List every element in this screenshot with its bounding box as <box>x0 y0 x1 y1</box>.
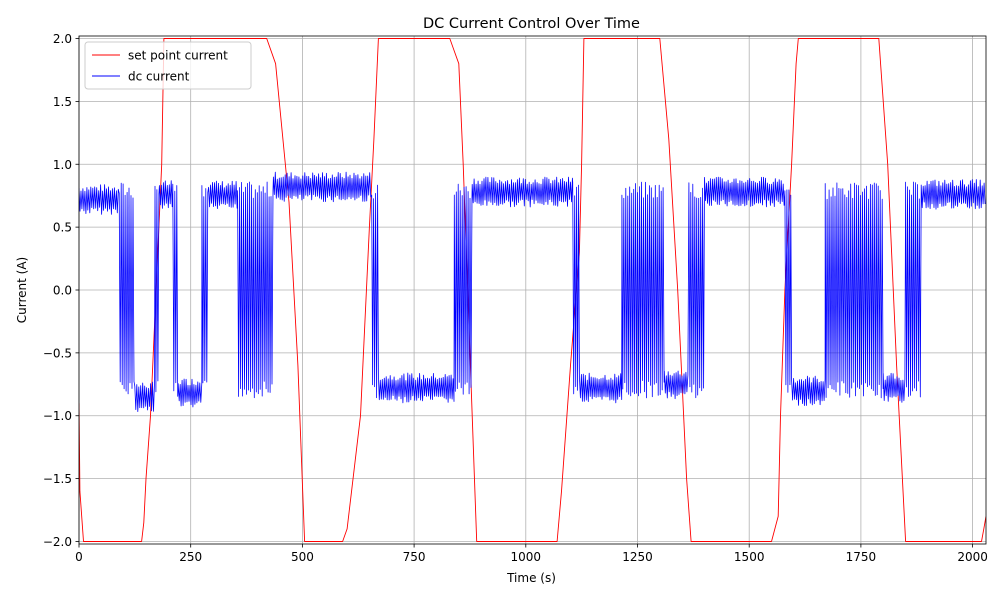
y-tick-label: 0.0 <box>53 284 72 298</box>
y-tick-label: 1.5 <box>53 95 72 109</box>
y-tick-label: 2.0 <box>53 32 72 46</box>
x-tick-label: 500 <box>291 550 314 564</box>
x-tick-label: 1500 <box>734 550 765 564</box>
x-tick-label: 2000 <box>957 550 988 564</box>
y-tick-label: −2.0 <box>43 535 72 549</box>
legend-box <box>84 41 252 90</box>
y-tick-label: 0.5 <box>53 221 72 235</box>
y-tick-label: −1.5 <box>43 472 72 486</box>
series-line-set-point-current <box>79 38 986 542</box>
x-tick-label: 750 <box>403 550 426 564</box>
x-tick-label: 1750 <box>846 550 877 564</box>
y-tick-label: −0.5 <box>43 346 72 360</box>
series-layer <box>79 38 986 542</box>
x-tick-label: 0 <box>75 550 83 564</box>
y-tick-label: 1.0 <box>53 158 72 172</box>
legend: set point current dc current <box>84 41 252 90</box>
x-axis-title: Time (s) <box>506 571 556 585</box>
legend-label-dc: dc current <box>128 70 190 84</box>
x-tick-label: 250 <box>179 550 202 564</box>
ticks: 0 250 500 750 1000 1250 1500 1750 2000 −2.0 −1.5 −1… <box>43 32 988 564</box>
chart-title: DC Current Control Over Time <box>423 16 640 32</box>
series-line-dc-current <box>79 171 986 413</box>
x-tick-label: 1000 <box>511 550 542 564</box>
y-axis-title: Current (A) <box>15 257 29 323</box>
x-tick-label: 1250 <box>622 550 653 564</box>
y-tick-label: −1.0 <box>43 409 72 423</box>
legend-label-setpoint: set point current <box>128 49 228 63</box>
